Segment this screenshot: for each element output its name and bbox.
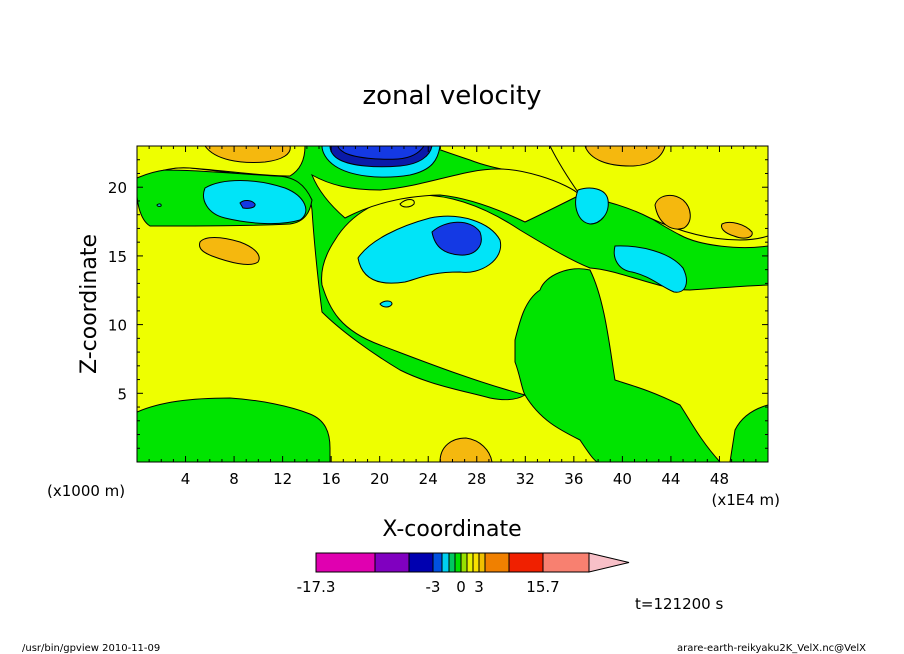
green-region-bottom-left (137, 397, 331, 462)
colorbar-segment (448, 552, 456, 573)
orange-region-far-right (721, 221, 753, 239)
cyan-region-right-small (575, 187, 609, 225)
x-axis: 4 8 12 16 20 24 28 32 36 40 44 48 (148, 146, 757, 488)
orange-region-bottom (439, 437, 493, 462)
colorbar-segment (472, 552, 480, 573)
x-tick-label: 12 (273, 470, 292, 488)
footer-left: /usr/bin/gpview 2010-11-09 (22, 643, 160, 654)
colorbar-segment (432, 552, 443, 573)
green-region-main (137, 146, 768, 462)
y-unit-note: (x1000 m) (47, 482, 125, 500)
colorbar-label: 15.7 (526, 578, 559, 596)
colorbar-segment (508, 552, 544, 573)
colorbar-arrow (588, 552, 630, 573)
colorbar-segment (484, 552, 510, 573)
colorbar-label: 0 (456, 578, 466, 596)
time-label: t=121200 s (635, 595, 723, 613)
orange-region-top-left (204, 146, 291, 163)
x-tick-label: 32 (516, 470, 535, 488)
contour-field (137, 146, 768, 462)
colorbar-segment (374, 552, 410, 573)
colorbar-segment (460, 552, 468, 573)
colorbar-segment (315, 552, 376, 573)
cyan-spot-tiny (156, 203, 162, 207)
orange-region-top-right (584, 146, 666, 167)
x-unit-note: (x1E4 m) (711, 491, 780, 509)
x-tick-label: 40 (613, 470, 632, 488)
x-tick-label: 36 (564, 470, 583, 488)
orange-region-mid-left (199, 237, 260, 265)
footer-right: arare-earth-reikyaku2K_VelX.nc@VelX (677, 643, 866, 654)
colorbar-segment (542, 552, 590, 573)
colorbar-label: -3 (426, 578, 441, 596)
y-tick-label: 10 (108, 317, 127, 335)
y-axis-label: Z-coordinate (77, 234, 102, 374)
colorbar-label: 3 (474, 578, 484, 596)
y-tick-label: 15 (108, 248, 127, 266)
y-tick-label: 5 (117, 385, 127, 403)
x-tick-label: 20 (370, 470, 389, 488)
colorbar-segment (454, 552, 462, 573)
colorbar: -17.3 -3 0 3 15.7 (297, 552, 630, 596)
colorbar-segment (466, 552, 474, 573)
cyan-region-left (203, 180, 307, 225)
blue-region-center (431, 221, 482, 256)
x-tick-label: 44 (661, 470, 680, 488)
yellow-band-top-right (549, 146, 768, 241)
y-tick-label: 20 (108, 179, 127, 197)
x-tick-label: 4 (181, 470, 191, 488)
blue-spot-left (239, 200, 256, 209)
blue-region-top (337, 146, 425, 160)
x-tick-label: 48 (710, 470, 729, 488)
chart-title: zonal velocity (362, 81, 541, 111)
x-axis-label: X-coordinate (382, 517, 521, 542)
yellow-spot-small (399, 199, 415, 208)
colorbar-label: -17.3 (297, 578, 336, 596)
x-tick-label: 8 (229, 470, 239, 488)
x-tick-label: 24 (419, 470, 438, 488)
colorbar-segment (408, 552, 434, 573)
colorbar-segment (441, 552, 450, 573)
x-tick-label: 28 (467, 470, 486, 488)
cyan-region-right (613, 245, 687, 293)
colorbar-segment (478, 552, 486, 573)
x-tick-label: 16 (322, 470, 341, 488)
cyan-spot-small (379, 300, 393, 308)
y-axis: 5 10 15 20 (108, 159, 768, 449)
orange-region-right (654, 194, 691, 230)
